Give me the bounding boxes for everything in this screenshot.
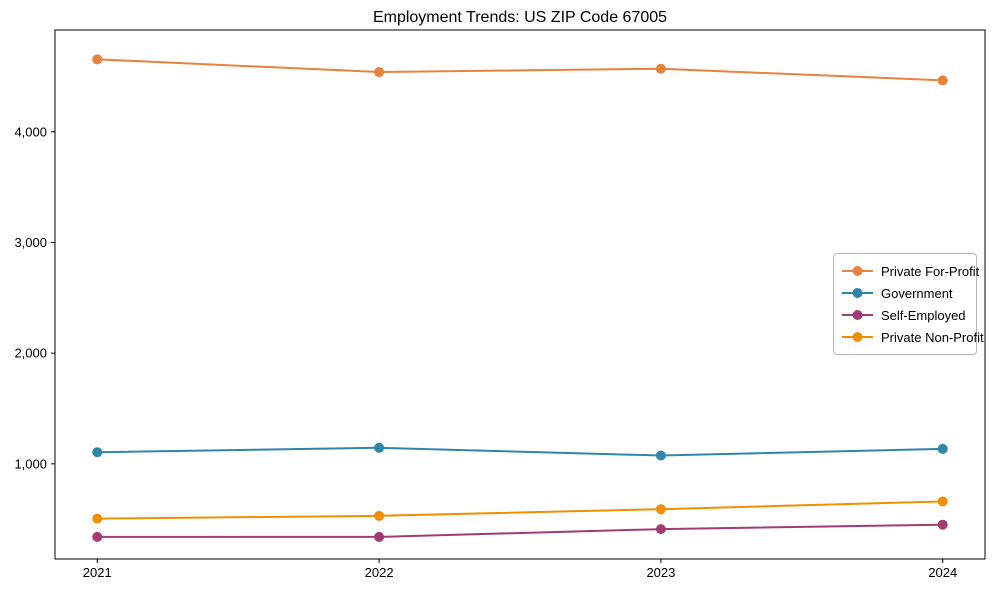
data-point-government-2022 <box>374 442 385 453</box>
data-point-private-for-profit-2024 <box>937 75 948 86</box>
x-axis-tick-label: 2023 <box>646 565 675 580</box>
legend-item-private-non-profit: Private Non-Profit <box>841 326 984 348</box>
data-point-self-employed-2021 <box>92 531 103 542</box>
legend-item-self-employed: Self-Employed <box>841 304 969 326</box>
legend-item-government: Government <box>841 282 969 304</box>
data-point-government-2023 <box>655 450 666 461</box>
series-line-private-for-profit <box>97 58 943 82</box>
y-axis-tick-label: 4,000 <box>14 124 47 139</box>
data-point-private-for-profit-2023 <box>655 63 666 74</box>
legend-item-private-for-profit: Private For-Profit <box>841 260 979 282</box>
data-point-private-non-profit-2024 <box>937 496 948 507</box>
x-axis-tick-label: 2021 <box>83 565 112 580</box>
plot-box-spines <box>54 29 986 560</box>
data-point-private-for-profit-2021 <box>92 54 103 65</box>
legend-marker-icon <box>842 288 873 298</box>
chart-title: Employment Trends: US ZIP Code 67005 <box>372 9 668 26</box>
legend-marker-icon <box>842 332 873 342</box>
x-axis-tick-label: 2024 <box>928 565 957 580</box>
data-point-private-non-profit-2023 <box>655 504 666 515</box>
series-line-self-employed <box>97 523 943 538</box>
legend: Private For-Profit Government Self-Employe… <box>833 253 984 355</box>
legend-marker-icon <box>842 266 873 276</box>
data-point-self-employed-2022 <box>374 531 385 542</box>
data-point-government-2024 <box>937 443 948 454</box>
y-axis-tick-label: 1,000 <box>14 456 47 471</box>
y-axis-tick-label: 2,000 <box>14 346 47 361</box>
data-point-self-employed-2024 <box>937 519 948 530</box>
series-line-private-non-profit <box>97 500 943 520</box>
data-point-government-2021 <box>92 447 103 458</box>
legend-marker-icon <box>842 310 873 320</box>
series-line-government <box>97 446 943 457</box>
legend-label: Private Non-Profit <box>881 329 984 345</box>
legend-label: Private For-Profit <box>881 263 980 279</box>
x-axis-tick-label: 2022 <box>365 565 394 580</box>
legend-label: Self-Employed <box>881 307 966 323</box>
data-point-private-for-profit-2022 <box>374 67 385 78</box>
y-axis-tick-label: 3,000 <box>14 235 47 250</box>
data-point-private-non-profit-2021 <box>92 513 103 524</box>
data-point-private-non-profit-2022 <box>374 510 385 521</box>
data-point-self-employed-2023 <box>655 524 666 535</box>
legend-label: Government <box>881 285 953 301</box>
